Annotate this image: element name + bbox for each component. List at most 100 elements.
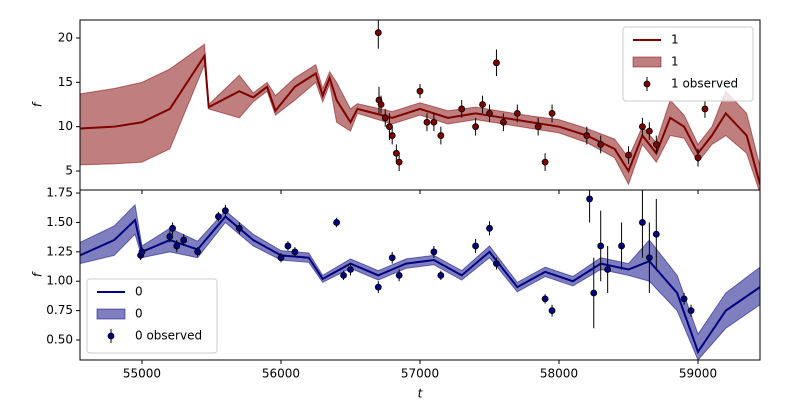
x-tick-label: 58000	[540, 367, 578, 381]
observed-point	[639, 123, 646, 131]
observed-point	[388, 254, 396, 262]
legend-label: 0 observed	[135, 329, 202, 343]
observed-point	[680, 295, 688, 303]
observed-point	[430, 248, 438, 256]
confidence-band	[80, 43, 760, 190]
observed-point	[166, 233, 174, 240]
observed-point	[340, 271, 347, 279]
observed-point	[173, 242, 181, 250]
observed-point	[437, 271, 445, 279]
observed-point	[221, 207, 229, 215]
y-tick-label: 0.50	[46, 333, 73, 347]
observed-point	[486, 109, 493, 117]
observed-point	[500, 118, 507, 126]
legend-marker	[643, 80, 651, 88]
observed-point	[541, 295, 549, 303]
legend-label: 0	[135, 307, 143, 321]
x-tick-label: 57000	[401, 367, 439, 381]
y-tick-label: 1.75	[46, 186, 73, 200]
observed-point	[392, 149, 400, 157]
observed-point	[597, 242, 605, 250]
observed-point	[395, 158, 403, 166]
legend: 1 1 1 observed	[622, 26, 754, 102]
observed-point	[138, 248, 146, 256]
legend-label: 1	[671, 33, 679, 47]
model-line	[80, 215, 760, 354]
observed-point	[215, 213, 222, 220]
observed-point	[652, 230, 660, 238]
model-line	[80, 52, 760, 185]
x-tick-label: 55000	[123, 367, 161, 381]
observed-point	[437, 132, 445, 139]
observed-point	[291, 248, 299, 256]
observed-point	[548, 307, 556, 315]
y-tick-label: 1.50	[46, 215, 73, 229]
observed-point	[388, 132, 396, 139]
observed-point	[701, 105, 709, 113]
observed-point	[377, 101, 385, 108]
observed-point	[333, 219, 340, 226]
observed-point	[486, 224, 493, 232]
legend-patch	[632, 56, 662, 68]
plot-area	[80, 190, 760, 360]
legend-label: 1 observed	[671, 77, 738, 91]
observed-point	[493, 59, 500, 67]
observed-point	[493, 260, 500, 267]
observed-point	[472, 123, 480, 131]
observed-point	[618, 242, 625, 250]
y-tick-label: 20	[58, 31, 73, 45]
observed-point	[479, 101, 486, 108]
observed-point	[652, 141, 660, 148]
observed-point	[513, 109, 521, 117]
y-tick-label: 0.75	[46, 303, 73, 317]
legend-marker	[107, 332, 115, 340]
legend-box	[86, 278, 218, 354]
y-axis-label: f	[31, 271, 45, 277]
y-axis-label: f	[31, 101, 45, 107]
observed-point	[472, 242, 480, 250]
observed-point	[277, 254, 285, 262]
observed-point	[284, 242, 292, 250]
observed-point	[590, 289, 598, 297]
observed-point	[194, 248, 201, 256]
legend-label: 1	[671, 55, 679, 69]
observed-point	[386, 123, 393, 131]
observed-point	[416, 87, 424, 95]
observed-point	[645, 127, 653, 135]
legend-label: 0	[135, 285, 143, 299]
observed-point	[458, 105, 466, 113]
observed-point	[597, 141, 605, 148]
y-tick-label: 15	[58, 75, 73, 89]
y-tick-label: 10	[58, 119, 73, 133]
observed-point	[687, 307, 695, 315]
observed-point	[180, 236, 188, 244]
legend: 0 0 0 observed	[86, 278, 218, 354]
observed-point	[583, 132, 591, 139]
observed-point	[534, 123, 542, 131]
observed-point	[381, 114, 389, 122]
legend-patch	[96, 308, 126, 320]
observed-point	[374, 283, 382, 291]
x-axis-label: t	[418, 387, 424, 400]
observed-point	[395, 271, 403, 279]
y-tick-label: 1.00	[46, 274, 73, 288]
y-tick-label: 1.25	[46, 244, 73, 258]
plot-area	[80, 20, 760, 190]
observed-point	[423, 118, 431, 126]
observed-point	[625, 151, 632, 159]
observed-point	[235, 224, 243, 232]
observed-point	[639, 219, 646, 226]
observed-point	[604, 266, 612, 273]
observed-point	[347, 266, 354, 273]
observed-point	[541, 158, 549, 166]
observed-point	[586, 195, 593, 203]
observed-point	[374, 29, 382, 37]
observed-point	[169, 224, 176, 232]
x-tick-label: 56000	[262, 367, 300, 381]
observed-point	[645, 254, 653, 262]
x-tick-label: 59000	[679, 367, 717, 381]
observed-point	[548, 109, 556, 117]
legend-box	[622, 26, 754, 102]
observed-point	[430, 118, 438, 126]
